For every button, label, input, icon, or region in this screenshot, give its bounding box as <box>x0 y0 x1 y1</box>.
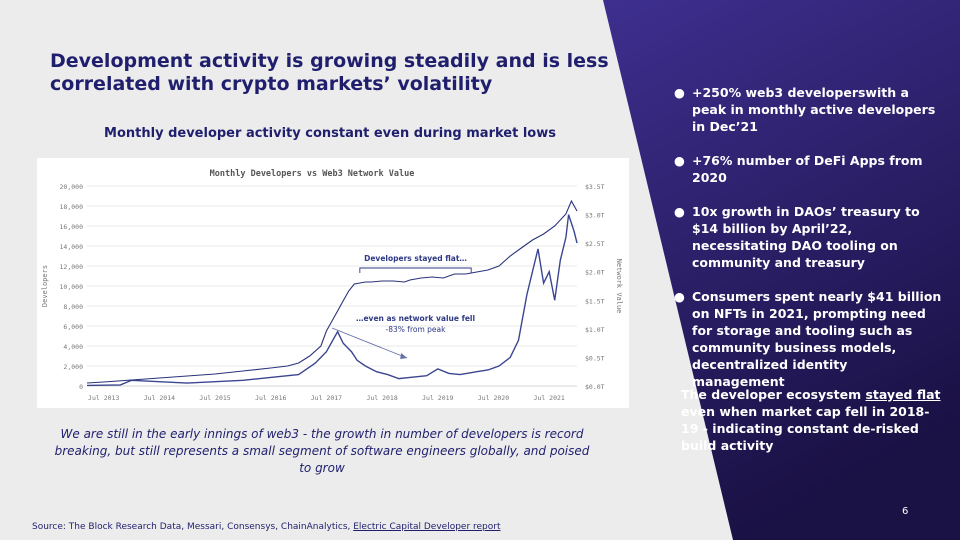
annotation-arrow <box>331 327 408 359</box>
bullet-icon: ● <box>674 153 685 168</box>
y-tick-label: 4,000 <box>63 343 83 351</box>
y2-tick-label: $2.5T <box>585 240 605 248</box>
key-point-text: +250% web3 developerswith a peak in mont… <box>692 85 936 134</box>
x-tick-label: Jul 2017 <box>311 394 342 402</box>
network-value-line <box>86 214 578 387</box>
bullet-icon: ● <box>674 204 685 219</box>
y2-tick-label: $0.5T <box>585 354 605 362</box>
developers-line <box>86 199 578 384</box>
y-tick-label: 20,000 <box>60 183 84 191</box>
y2-tick-label: $2.0T <box>585 269 605 277</box>
y-tick-label: 18,000 <box>60 203 84 211</box>
x-tick-label: Jul 2014 <box>144 394 175 402</box>
source-report-link[interactable]: Electric Capital Developer report <box>353 522 501 532</box>
y-tick-label: 16,000 <box>60 223 84 231</box>
x-tick-label: Jul 2015 <box>199 394 230 402</box>
x-tick-label: Jul 2020 <box>478 394 509 402</box>
bullet-icon: ● <box>674 85 685 100</box>
key-point-text: +76% number of DeFi Apps from 2020 <box>692 153 923 185</box>
key-point: ● +250% web3 developerswith a peak in mon… <box>672 84 942 135</box>
x-tick-label: Jul 2013 <box>88 394 119 402</box>
flat-bracket <box>359 267 472 273</box>
closing-emphasis: stayed flat <box>865 387 941 402</box>
annotation-arrowhead <box>400 353 408 359</box>
y2-tick-label: $0.0T <box>585 383 605 391</box>
key-points-list: ● +250% web3 developerswith a peak in mon… <box>672 84 942 407</box>
key-point: ● Consumers spent nearly $41 billion on N… <box>672 288 942 390</box>
y-tick-label: 6,000 <box>63 323 83 331</box>
closing-text-1: The developer ecosystem <box>681 387 866 402</box>
y2-tick-label: $3.0T <box>585 212 605 220</box>
x-tick-label: Jul 2016 <box>255 394 286 402</box>
chart-container: Monthly Developers vs Web3 Network Value… <box>37 158 629 408</box>
y2-tick-label: $3.5T <box>585 183 605 191</box>
closing-text-2: even when market cap fell in 2018-19 - i… <box>681 404 930 453</box>
x-tick-label: Jul 2021 <box>534 394 565 402</box>
closing-statement: The developer ecosystem stayed flat even… <box>681 386 941 454</box>
source-line: Source: The Block Research Data, Messari… <box>32 522 501 532</box>
y-tick-label: 12,000 <box>60 263 84 271</box>
chart-title: Monthly Developers vs Web3 Network Value <box>210 169 415 179</box>
purple-panel <box>603 0 960 540</box>
slide-title: Development activity is growing steadily… <box>50 50 609 95</box>
key-point-text: 10x growth in DAOs’ treasury to $14 bill… <box>692 204 920 270</box>
developer-chart: Monthly Developers vs Web3 Network Value… <box>41 169 623 402</box>
insight-note: We are still in the early innings of web… <box>54 427 590 475</box>
key-point: ● +76% number of DeFi Apps from 2020 <box>672 152 942 186</box>
y-tick-label: 8,000 <box>63 303 83 311</box>
y-axis-label: Developers <box>41 265 49 307</box>
key-point: ● 10x growth in DAOs’ treasury to $14 bil… <box>672 203 942 271</box>
y-tick-label: 10,000 <box>60 283 84 291</box>
y-tick-label: 2,000 <box>63 363 83 371</box>
x-tick-label: Jul 2019 <box>422 394 453 402</box>
annotation-fell: …even as network value fell <box>356 314 475 323</box>
y-tick-label: 0 <box>79 383 83 391</box>
annotation-fell-pct: -83% from peak <box>386 325 447 334</box>
x-tick-label: Jul 2018 <box>366 394 397 402</box>
y-tick-label: 14,000 <box>60 243 84 251</box>
y2-tick-label: $1.0T <box>585 326 605 334</box>
page-number: 6 <box>902 506 909 517</box>
y2-tick-label: $1.5T <box>585 297 605 305</box>
y2-axis-label: Network Value <box>615 259 623 314</box>
bullet-icon: ● <box>674 289 685 304</box>
annotation-flat: Developers stayed flat… <box>364 254 467 263</box>
source-text: Source: The Block Research Data, Messari… <box>32 522 354 532</box>
key-point-text: Consumers spent nearly $41 billion on NF… <box>692 289 942 389</box>
chart-caption: Monthly developer activity constant even… <box>104 126 556 141</box>
